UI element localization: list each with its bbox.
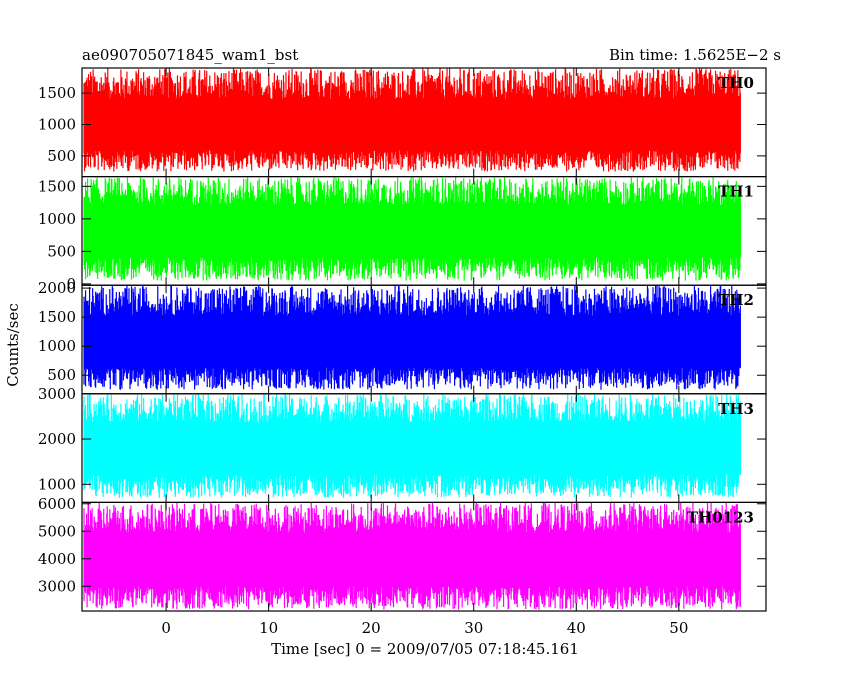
x-tick-label: 40 [567,619,586,637]
panel-label-th3: TH3 [718,400,754,418]
y-tick-label-th0: 1500 [38,84,76,102]
x-axis-label: Time [sec] 0 = 2009/07/05 07:18:45.161 [271,640,579,658]
y-tick-label-th1: 0 [66,275,76,293]
y-tick-label-th0: 500 [47,147,76,165]
y-tick-label-th1: 500 [47,242,76,260]
y-tick-label-th1: 1500 [38,177,76,195]
y-tick-label-th3: 2000 [38,430,76,448]
x-tick-label: 30 [464,619,483,637]
y-tick-label-th0123: 6000 [38,495,76,513]
panel-label-th2: TH2 [718,291,754,309]
x-tick-label: 0 [161,619,171,637]
y-tick-label-th2: 2000 [38,279,76,297]
y-tick-label-th2: 1000 [38,337,76,355]
y-tick-label-th0123: 3000 [38,577,76,595]
y-tick-label-th3: 1000 [38,475,76,493]
y-tick-label-th3: 3000 [38,385,76,403]
chart-title: ae090705071845_wam1_bst [82,46,298,64]
panel-label-th1: TH1 [718,183,754,201]
panel-frame-th0123 [81,501,767,612]
bin-time-label: Bin time: 1.5625E−2 s [609,46,781,64]
series-th1 [83,176,741,281]
series-th2 [83,285,741,390]
x-tick-label: 20 [362,619,381,637]
x-tick-label: 10 [259,619,278,637]
y-tick-label-th1: 1000 [38,210,76,228]
y-tick-label-th0123: 4000 [38,550,76,568]
y-tick-label-th0123: 5000 [38,522,76,540]
y-tick-label-th0: 1000 [38,115,76,133]
y-tick-label-th2: 500 [47,366,76,384]
y-tick-label-th2: 1500 [38,308,76,326]
panel-label-th0123: TH0123 [687,508,754,526]
series-th0 [83,68,741,172]
x-tick-label: 50 [669,619,688,637]
panel-label-th0: TH0 [718,74,754,92]
series-th3 [83,393,741,498]
y-axis-label: Counts/sec [4,303,22,387]
series-th0123 [83,502,741,610]
